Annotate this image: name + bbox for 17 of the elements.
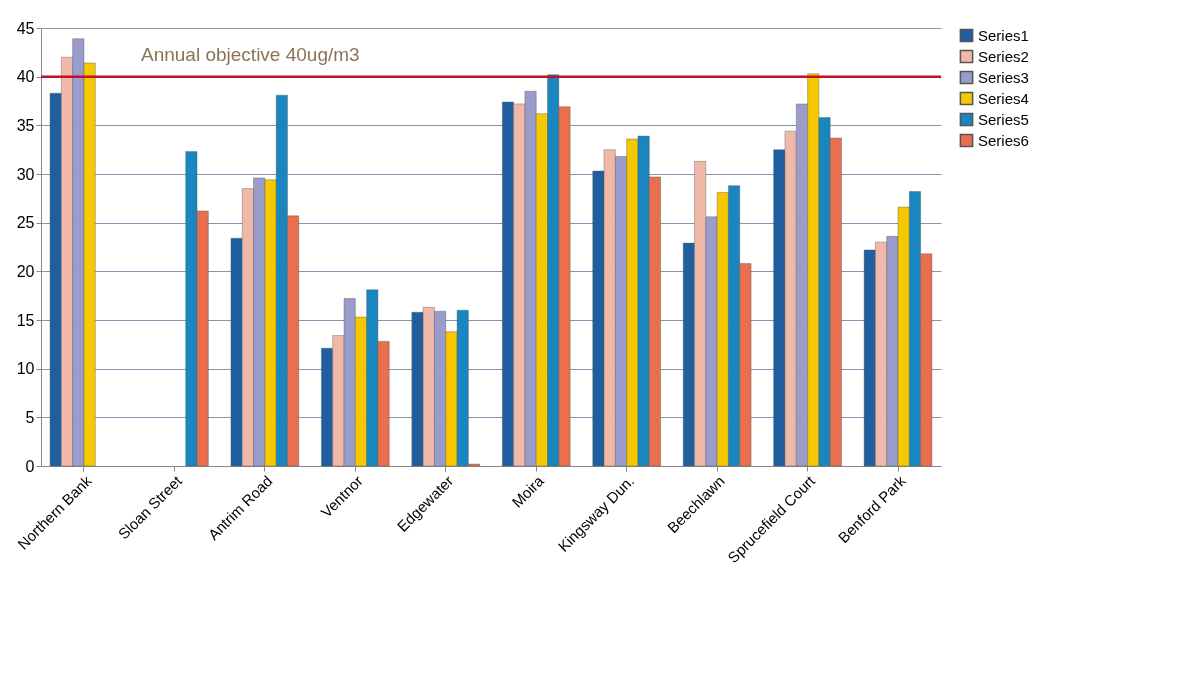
y-tick-label: 0 bbox=[25, 457, 35, 475]
y-tick-label: 40 bbox=[16, 68, 35, 86]
y-tick-label: 45 bbox=[16, 19, 35, 37]
legend-label: Series3 bbox=[978, 68, 1029, 86]
y-tick-label: 15 bbox=[16, 311, 35, 329]
legend-label: Series6 bbox=[978, 131, 1029, 149]
y-tick-label: 10 bbox=[16, 360, 35, 378]
legend-label: Series2 bbox=[978, 47, 1029, 65]
y-tick-label: 25 bbox=[16, 214, 35, 232]
legend-label: Series5 bbox=[978, 110, 1029, 128]
legend-label: Series1 bbox=[978, 26, 1029, 44]
y-tick-label: 5 bbox=[25, 408, 35, 426]
y-tick-label: 20 bbox=[16, 262, 35, 280]
ref-line-label: Annual objective 40ug/m3 bbox=[141, 43, 360, 65]
y-tick-label: 30 bbox=[16, 165, 35, 183]
legend-label: Series4 bbox=[978, 89, 1029, 107]
y-tick-label: 35 bbox=[16, 116, 35, 134]
